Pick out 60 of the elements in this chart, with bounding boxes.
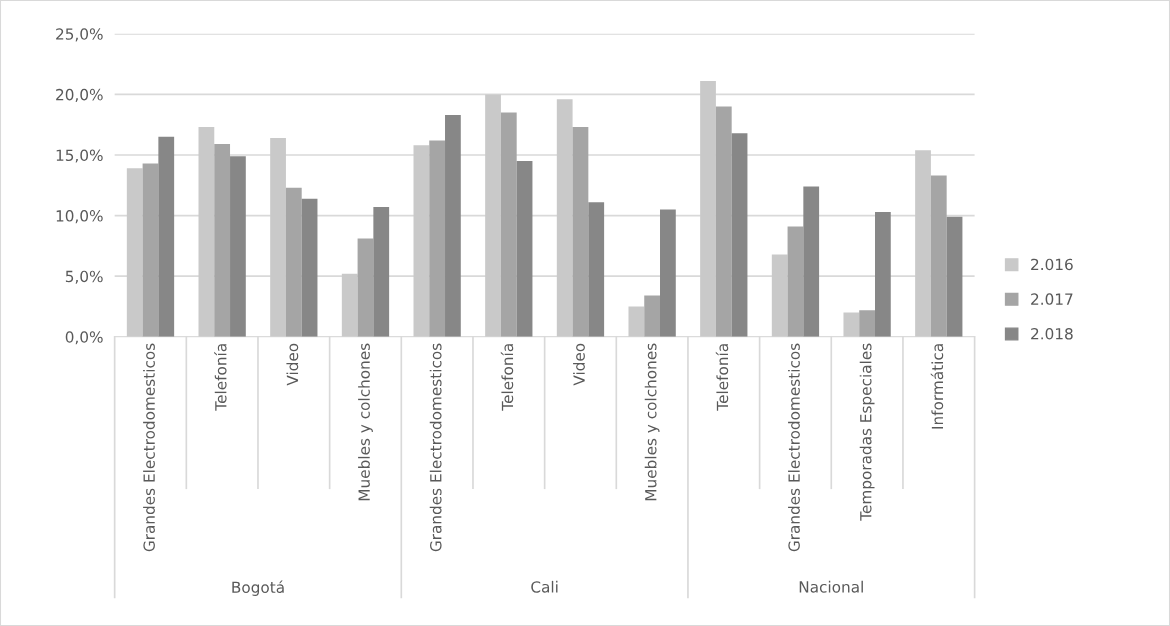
x-tick-label: Video: [286, 343, 299, 386]
y-tick-label: 15,0%: [56, 149, 103, 163]
x-tick-label: Video: [573, 343, 585, 386]
bar: [556, 99, 573, 337]
text: Nacional: [799, 580, 863, 593]
bar: [500, 112, 517, 337]
bar: [660, 209, 676, 337]
text: Bogotá: [232, 580, 284, 596]
bar: [516, 161, 533, 337]
bar: [731, 133, 748, 337]
bar: [700, 81, 716, 337]
x-tick-label: Grandes Electrodomesticos: [788, 343, 800, 552]
text: Cali: [531, 580, 558, 593]
bar: [270, 138, 286, 337]
x-tick-label: Muebles y colchones: [358, 343, 373, 501]
y-tick-label: 25,0%: [56, 28, 103, 42]
bar: [915, 150, 931, 337]
legend-label: 2.018: [1031, 327, 1073, 340]
bar: [445, 115, 461, 337]
bar: [588, 202, 605, 337]
bar: [301, 198, 318, 337]
y-tick-label: 0,0%: [65, 331, 103, 345]
x-tick-label: Telefonía: [715, 344, 729, 411]
x-tick-label: Informática: [930, 344, 944, 429]
y-tick-label: 20,0%: [56, 88, 103, 102]
bar: [230, 156, 246, 337]
bar: [875, 211, 891, 337]
bar: [843, 312, 860, 337]
x-tick-label: Telefonía: [214, 344, 227, 411]
bar: [930, 175, 947, 337]
bar: [142, 163, 159, 337]
bar: [198, 127, 215, 337]
bar: [158, 136, 175, 337]
bar: [946, 216, 963, 337]
bar: [787, 226, 804, 337]
x-tick-label: Telefonía: [500, 344, 514, 411]
bar: [429, 140, 446, 337]
bar: [413, 145, 430, 337]
bar: [373, 207, 390, 337]
bar: [628, 306, 645, 337]
y-tick-label: 10,0%: [56, 210, 103, 224]
legend-label: 2.017: [1031, 293, 1073, 305]
legend-label: 2.016: [1031, 258, 1073, 271]
bar: [803, 186, 820, 337]
bar: [357, 238, 374, 337]
x-tick-label: Muebles y colchones: [644, 343, 660, 501]
bar: [644, 295, 661, 337]
bar: [341, 273, 358, 337]
bar: [715, 106, 732, 337]
x-tick-label: Grandes Electrodomesticos: [143, 343, 155, 552]
bar: [771, 254, 788, 337]
x-tick-label: Temporadas Especiales: [859, 343, 875, 521]
bar: [285, 187, 302, 337]
bar: [214, 144, 231, 337]
bar: [572, 127, 589, 337]
bar: [859, 310, 875, 337]
bar: [485, 94, 501, 337]
y-tick-label: 5,0%: [65, 270, 103, 284]
bar: [126, 168, 143, 337]
x-tick-label: Grandes Electrodomesticos: [429, 343, 442, 552]
